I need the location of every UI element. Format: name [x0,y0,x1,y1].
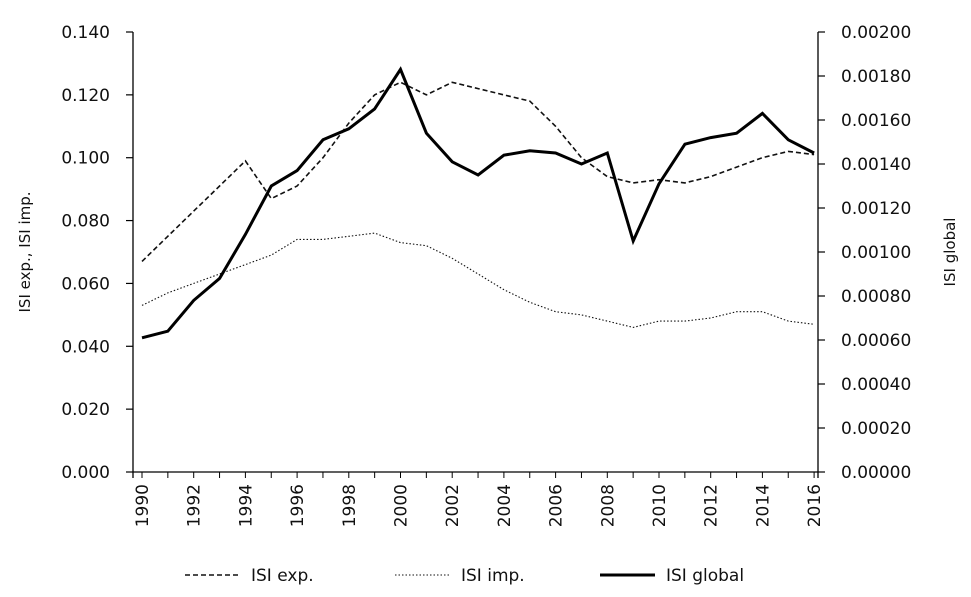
left-tick-label: 0.080 [61,212,110,232]
right-axis-title: ISI global [941,218,959,287]
right-tick-label: 0.00080 [841,287,911,307]
left-y-axis: 0.000 0.020 0.040 0.060 0.080 0.100 0.120 0.140 [61,23,134,483]
series-line-isi-exp- [141,81,815,262]
right-tick-label: 0.00100 [841,243,911,263]
x-tick-label: 2002 [443,484,463,527]
x-tick-label: 1994 [236,484,256,527]
x-tick-label: 2012 [702,484,722,527]
right-tick-label: 0.00040 [841,375,911,395]
right-tick-label: 0.00160 [841,111,911,131]
left-tick-label: 0.060 [61,274,110,294]
x-tick-label: 2000 [392,484,412,527]
series-line-isi-global [141,66,815,340]
left-tick-label: 0.020 [61,400,110,420]
left-tick-label: 0.100 [61,149,110,169]
x-tick-label: 2008 [598,484,618,527]
x-tick-label: 2004 [495,484,515,527]
x-tick-label: 2014 [753,484,773,527]
right-tick-label: 0.00060 [841,331,911,351]
left-tick-label: 0.000 [61,463,110,483]
left-tick-label: 0.140 [61,23,110,43]
x-tick-label: 2010 [650,484,670,527]
left-tick-label: 0.040 [61,337,110,357]
x-tick-label: 1998 [340,484,360,527]
right-tick-label: 0.00120 [841,199,911,219]
right-tick-label: 0.00140 [841,155,911,175]
x-tick-label: 1992 [185,484,205,527]
x-axis: 1990 1992 1994 1996 1998 2000 2002 2004 2006 2008… [133,471,825,527]
x-tick-label: 2016 [805,484,825,527]
right-tick-label: 0.00000 [841,463,911,483]
legend-label: ISI exp. [251,566,314,586]
x-tick-label: 2006 [547,484,567,527]
legend: ISI exp. ISI imp. ISI global [185,566,744,586]
right-tick-label: 0.00180 [841,67,911,87]
right-tick-label: 0.00020 [841,419,911,439]
left-tick-label: 0.120 [61,86,110,106]
series-line-isi-imp- [141,232,815,328]
right-tick-label: 0.00200 [841,23,911,43]
legend-label: ISI global [666,566,744,586]
series-layer [141,66,815,340]
x-tick-label: 1996 [288,484,308,527]
legend-label: ISI imp. [461,566,525,586]
left-axis-title: ISI exp., ISI imp. [16,191,34,312]
x-tick-label: 1990 [133,484,153,527]
right-y-axis: 0.00000 0.00020 0.00040 0.00060 0.00080 0.001… [817,23,911,483]
